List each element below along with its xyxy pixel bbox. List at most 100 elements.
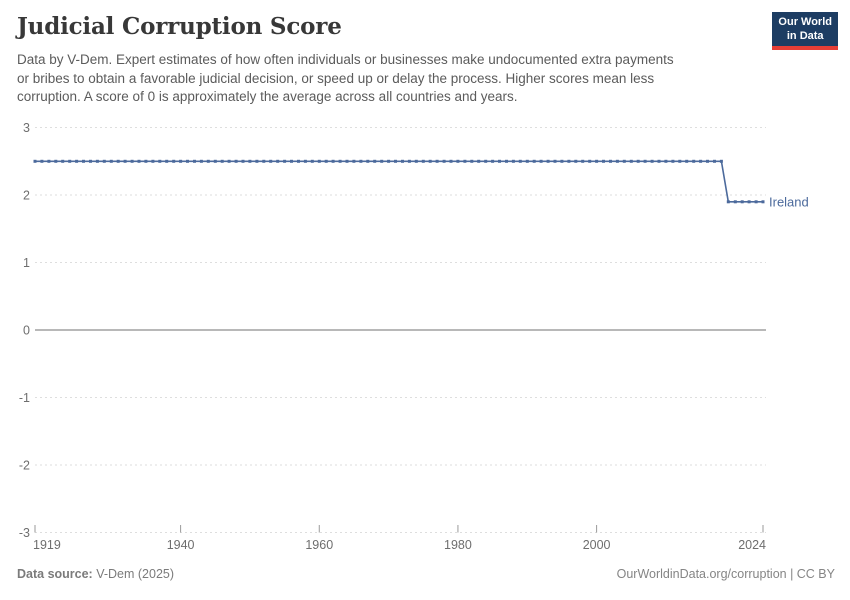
data-point-marker [89,159,92,163]
y-axis-label-3: 3 [23,121,30,135]
data-point-marker [505,159,508,163]
data-point-marker [678,159,682,163]
data-point-marker [380,159,384,163]
data-point-marker [671,159,675,163]
data-point-marker [130,159,134,163]
chart-subtitle: Data by V-Dem. Expert estimates of how o… [17,52,674,104]
data-point-marker [95,159,99,163]
data-point-marker [622,159,626,163]
data-point-marker [664,159,668,163]
series-line-ireland[interactable] [35,160,763,203]
data-point-marker [699,159,703,163]
data-point-marker [484,159,488,163]
data-point-marker [657,159,661,163]
y-axis-label--3: -3 [19,526,30,540]
data-point-marker [255,159,259,163]
data-point-marker [643,159,647,163]
data-point-marker [297,159,300,163]
data-point-marker [463,159,467,163]
data-point-marker [269,159,273,163]
data-point-marker [82,159,85,163]
data-point-marker [144,159,148,163]
data-point-marker [615,159,619,163]
x-axis-label-1960: 1960 [305,538,333,552]
data-point-marker [227,159,231,163]
data-point-marker [61,159,65,163]
data-point-marker [470,159,474,163]
data-point-marker [754,200,758,204]
x-axis-label-1919: 1919 [33,538,61,552]
data-point-marker [629,159,633,163]
data-point-marker [310,159,314,163]
x-axis-label-2024: 2024 [738,538,766,552]
data-point-marker [359,159,363,163]
data-point-marker [609,159,612,163]
data-point-marker [186,159,189,163]
data-point-marker [137,159,141,163]
data-point-marker [40,159,44,163]
data-point-marker [123,159,127,163]
y-axis-label-1: 1 [23,256,30,270]
data-point-marker [75,159,79,163]
chart-footer: Data source: V-Dem (2025) OurWorldinData… [17,567,835,581]
data-point-marker [193,159,196,163]
y-axis-label-2: 2 [23,188,30,202]
data-point-marker [317,159,321,163]
data-point-marker [331,159,335,163]
data-point-marker [241,159,245,163]
data-point-marker [352,159,356,163]
attribution-link[interactable]: OurWorldinData.org/corruption | CC BY [616,567,835,581]
data-point-marker [692,159,696,163]
data-point-marker [761,200,765,204]
data-point-marker [387,159,391,163]
data-point-marker [179,159,183,163]
logo-line-1: Our World [778,16,832,28]
data-point-marker [428,159,432,163]
data-point-marker [546,159,550,163]
data-point-marker [407,159,411,163]
data-point-marker [262,159,266,163]
data-point-marker [726,200,730,204]
data-point-marker [491,159,495,163]
data-point-marker [685,159,689,163]
data-point-marker [595,159,599,163]
data-point-marker [394,159,397,163]
data-point-marker [303,159,307,163]
data-point-marker [366,159,370,163]
data-point-marker [650,159,654,163]
data-point-marker [290,159,293,163]
data-point-marker [33,159,37,163]
data-point-marker [109,159,113,163]
data-point-marker [102,159,106,163]
data-point-marker [553,159,557,163]
data-point-marker [539,159,543,163]
data-point-marker [567,159,571,163]
data-point-marker [401,159,404,163]
data-point-marker [740,200,744,204]
data-point-marker [636,159,640,163]
data-point-marker [338,159,342,163]
owid-logo[interactable]: Our World in Data [772,12,838,50]
data-point-marker [276,159,280,163]
data-point-marker [511,159,515,163]
data-point-marker [532,159,536,163]
data-point-marker [206,159,210,163]
data-point-marker [518,159,522,163]
data-point-marker [158,159,162,163]
entity-label-ireland[interactable]: Ireland [769,194,809,209]
y-axis-label--2: -2 [19,458,30,472]
data-point-marker [477,159,481,163]
data-source-note: Data source: V-Dem (2025) [17,567,174,581]
x-axis-label-2000: 2000 [583,538,611,552]
data-point-marker [234,159,238,163]
data-point-marker [68,159,72,163]
data-point-marker [421,159,425,163]
data-point-marker [116,159,120,163]
x-axis-label-1940: 1940 [167,538,195,552]
data-point-marker [747,200,751,204]
data-point-marker [442,159,446,163]
data-point-marker [733,200,737,204]
data-point-marker [345,159,349,163]
data-point-marker [525,159,529,163]
